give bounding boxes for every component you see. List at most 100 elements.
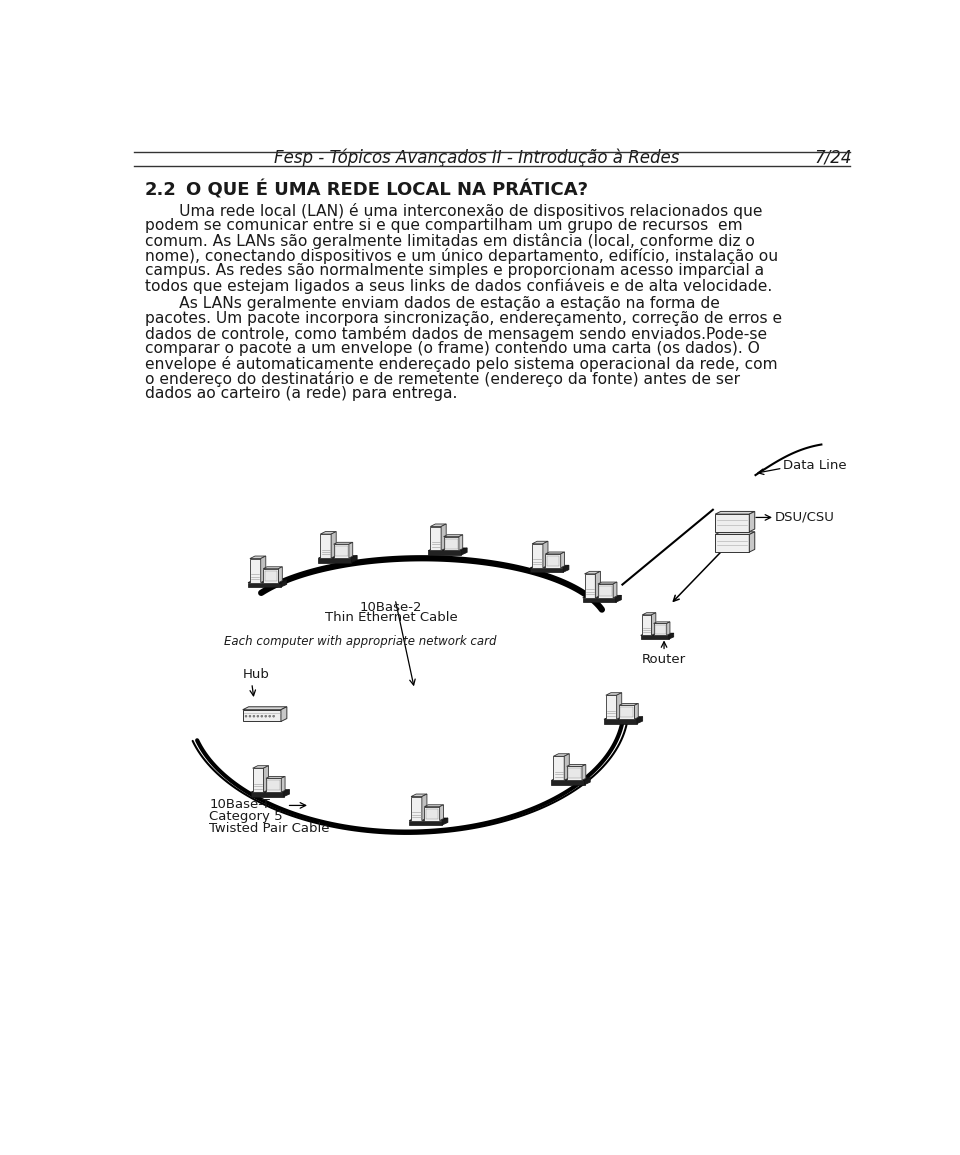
Polygon shape <box>545 554 561 568</box>
Text: dados ao carteiro (a rede) para entrega.: dados ao carteiro (a rede) para entrega. <box>145 386 457 401</box>
Polygon shape <box>598 582 617 584</box>
Polygon shape <box>530 568 564 572</box>
Text: Data Line: Data Line <box>782 460 847 472</box>
Polygon shape <box>750 531 755 552</box>
Polygon shape <box>409 820 443 825</box>
Polygon shape <box>251 790 290 792</box>
Polygon shape <box>583 595 621 598</box>
Polygon shape <box>351 556 357 562</box>
Polygon shape <box>619 706 635 720</box>
Polygon shape <box>263 766 269 792</box>
Polygon shape <box>551 781 585 784</box>
Text: Fesp - Tópicos Avançados II - Introdução à Redes: Fesp - Tópicos Avançados II - Introdução… <box>274 149 679 167</box>
Text: comum. As LANs são geralmente limitadas em distância (local, conforme diz o: comum. As LANs são geralmente limitadas … <box>145 232 755 248</box>
Text: Category 5: Category 5 <box>209 810 283 824</box>
Polygon shape <box>715 531 755 535</box>
Polygon shape <box>637 716 642 724</box>
Polygon shape <box>669 633 674 639</box>
Polygon shape <box>428 551 462 554</box>
Polygon shape <box>430 527 441 551</box>
Text: Hub: Hub <box>243 669 270 681</box>
Polygon shape <box>652 612 656 635</box>
Polygon shape <box>334 543 352 544</box>
Polygon shape <box>640 633 674 635</box>
Polygon shape <box>561 552 564 568</box>
Polygon shape <box>444 537 459 551</box>
Polygon shape <box>411 797 421 820</box>
Polygon shape <box>666 621 670 635</box>
Polygon shape <box>421 793 427 820</box>
Text: As LANs geralmente enviam dados de estação a estação na forma de: As LANs geralmente enviam dados de estaç… <box>145 296 720 311</box>
Polygon shape <box>583 598 615 602</box>
Polygon shape <box>598 584 613 598</box>
Polygon shape <box>441 524 446 551</box>
Polygon shape <box>281 776 285 792</box>
Polygon shape <box>425 808 439 819</box>
Circle shape <box>249 715 251 717</box>
Polygon shape <box>263 567 282 568</box>
Polygon shape <box>251 792 284 797</box>
Polygon shape <box>619 703 638 706</box>
Polygon shape <box>620 707 634 717</box>
Polygon shape <box>585 574 595 598</box>
Polygon shape <box>334 544 348 558</box>
Polygon shape <box>248 580 287 582</box>
Text: 10Base-T: 10Base-T <box>209 798 270 812</box>
Polygon shape <box>582 765 586 781</box>
Polygon shape <box>319 558 351 562</box>
Polygon shape <box>284 790 290 797</box>
Polygon shape <box>243 707 287 709</box>
Polygon shape <box>444 538 458 549</box>
Circle shape <box>245 715 247 717</box>
Text: DSU/CSU: DSU/CSU <box>775 511 835 524</box>
Polygon shape <box>348 543 352 558</box>
Polygon shape <box>250 559 261 582</box>
Polygon shape <box>266 776 285 778</box>
Polygon shape <box>585 572 600 574</box>
Circle shape <box>273 715 275 717</box>
Polygon shape <box>543 542 548 568</box>
Polygon shape <box>321 531 336 534</box>
Text: comparar o pacote a um envelope (o frame) contendo uma carta (os dados). O: comparar o pacote a um envelope (o frame… <box>145 341 759 356</box>
Polygon shape <box>430 524 446 527</box>
Text: 10Base-2: 10Base-2 <box>360 601 422 613</box>
Polygon shape <box>428 547 468 551</box>
Polygon shape <box>715 512 755 514</box>
Polygon shape <box>604 716 642 720</box>
Polygon shape <box>440 805 444 820</box>
Polygon shape <box>532 542 548 544</box>
Polygon shape <box>654 624 666 635</box>
Polygon shape <box>281 707 287 722</box>
Polygon shape <box>606 693 622 695</box>
Polygon shape <box>715 535 750 552</box>
Polygon shape <box>424 805 444 806</box>
Polygon shape <box>252 766 269 768</box>
Text: 2.2: 2.2 <box>145 181 177 199</box>
Polygon shape <box>655 625 665 634</box>
Polygon shape <box>616 693 622 720</box>
Polygon shape <box>566 767 582 781</box>
Polygon shape <box>267 780 280 790</box>
Text: campus. As redes são normalmente simples e proporcionam acesso imparcial a: campus. As redes são normalmente simples… <box>145 262 764 277</box>
Text: envelope é automaticamente endereçado pelo sistema operacional da rede, com: envelope é automaticamente endereçado pe… <box>145 356 778 372</box>
Polygon shape <box>278 567 282 582</box>
Polygon shape <box>530 565 569 568</box>
Text: Each computer with appropriate network card: Each computer with appropriate network c… <box>224 635 496 648</box>
Polygon shape <box>750 512 755 531</box>
Text: pacotes. Um pacote incorpora sincronização, endereçamento, correção de erros e: pacotes. Um pacote incorpora sincronizaç… <box>145 311 782 326</box>
Text: o endereço do destinatário e de remetente (endereço da fonte) antes de ser: o endereço do destinatário e de remetent… <box>145 371 740 387</box>
Polygon shape <box>564 565 569 572</box>
Polygon shape <box>546 556 560 566</box>
Polygon shape <box>243 709 281 722</box>
Polygon shape <box>553 754 569 757</box>
Polygon shape <box>265 571 277 581</box>
Polygon shape <box>263 568 278 582</box>
Polygon shape <box>424 806 440 820</box>
Polygon shape <box>281 580 287 587</box>
Polygon shape <box>604 720 637 724</box>
Polygon shape <box>261 556 266 582</box>
Polygon shape <box>595 572 600 598</box>
Circle shape <box>261 715 263 717</box>
Polygon shape <box>459 535 463 551</box>
Text: Router: Router <box>642 653 686 666</box>
